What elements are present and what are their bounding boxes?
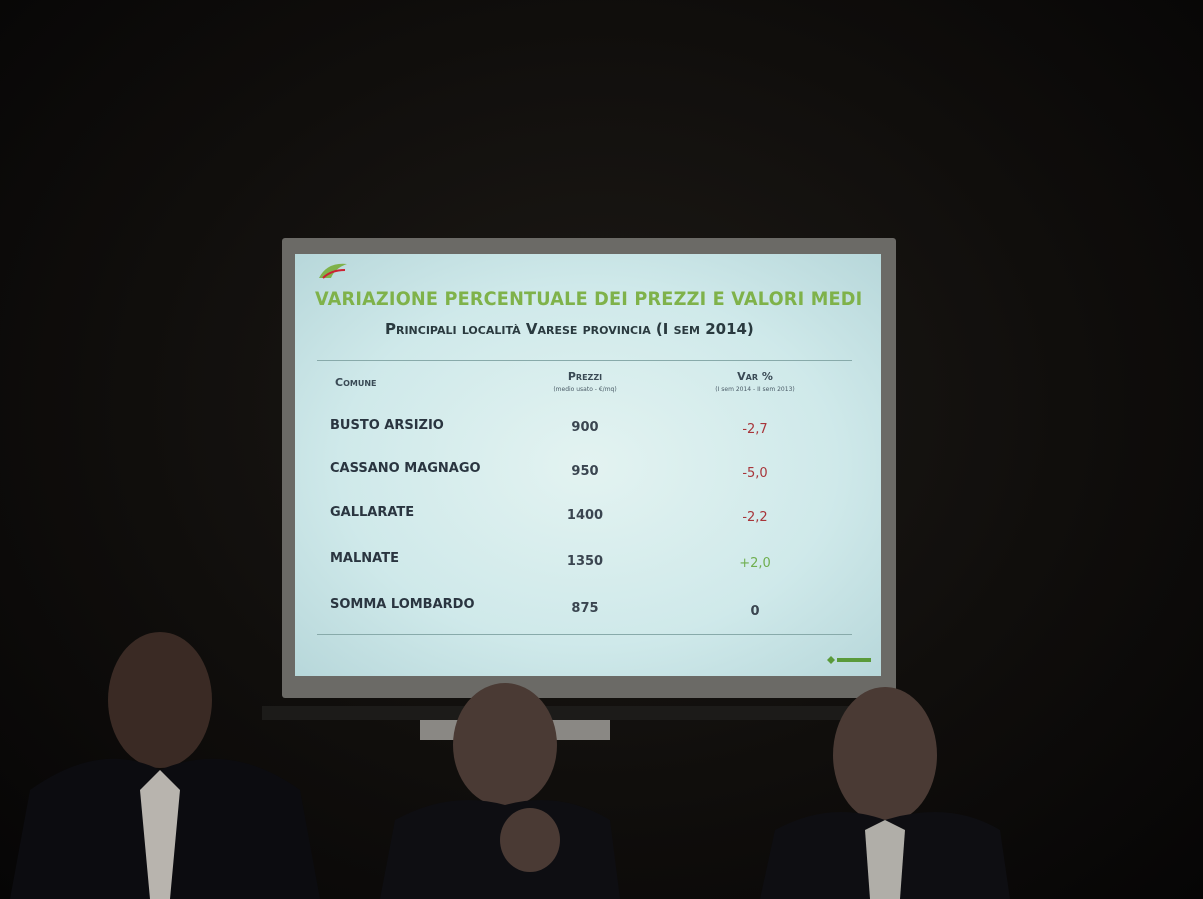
audience-silhouettes <box>0 0 1203 899</box>
photo: VARIAZIONE PERCENTUALE DEI PREZZI E VALO… <box>0 0 1203 899</box>
